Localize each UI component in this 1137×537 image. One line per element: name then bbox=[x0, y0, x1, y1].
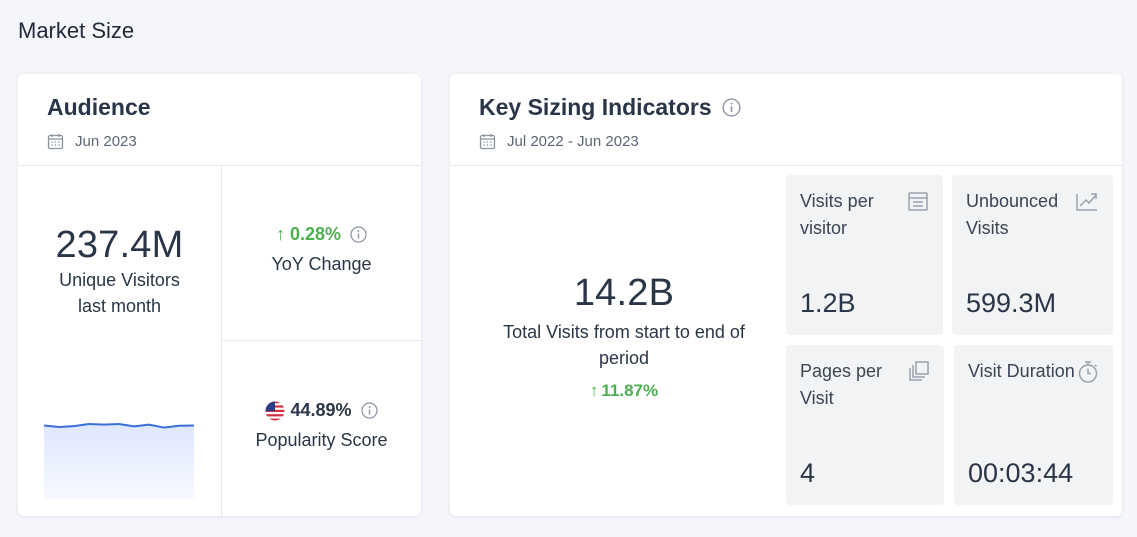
calendar-icon bbox=[47, 134, 64, 150]
key-sizing-indicators-card: Key Sizing Indicators Jul 2022 - Jun 202… bbox=[450, 74, 1122, 516]
popularity-score-value: 44.89% bbox=[290, 400, 352, 420]
pages-per-visit-tile: Pages per Visit 4 bbox=[786, 345, 944, 505]
ksi-date: Jul 2022 - Jun 2023 bbox=[507, 133, 639, 150]
up-arrow-icon: ↑ bbox=[589, 381, 599, 400]
audience-date-row: Jun 2023 bbox=[47, 133, 151, 150]
ksi-date-row: Jul 2022 - Jun 2023 bbox=[479, 133, 741, 150]
sparkline-line bbox=[44, 422, 194, 429]
calendar-icon bbox=[908, 192, 928, 211]
stopwatch-icon bbox=[1078, 361, 1098, 383]
info-icon[interactable] bbox=[722, 98, 741, 117]
visit-duration-tile: Visit Duration 00:03:44 bbox=[954, 345, 1113, 505]
tile-value: 1.2B bbox=[800, 288, 856, 318]
total-visits-label: Total Visits from start to end of period bbox=[503, 322, 745, 368]
tile-label: Unbounced Visits bbox=[966, 191, 1059, 238]
yoy-change-value: 0.28% bbox=[289, 224, 342, 244]
yoy-change-label: YoY Change bbox=[271, 254, 372, 274]
up-arrow-icon: ↑ bbox=[275, 224, 285, 244]
unique-visitors-label-line1: Unique Visitors bbox=[59, 270, 180, 290]
unique-visitors-label-line2: last month bbox=[77, 296, 162, 316]
audience-vertical-divider bbox=[221, 166, 222, 516]
audience-date: Jun 2023 bbox=[75, 133, 137, 150]
total-visits-change: 11.87% bbox=[601, 381, 659, 400]
popularity-score-label: Popularity Score bbox=[255, 430, 388, 450]
audience-title: Audience bbox=[47, 94, 151, 120]
tile-label: Pages per Visit bbox=[800, 361, 883, 408]
unbounced-visits-tile: Unbounced Visits 599.3M bbox=[952, 175, 1113, 335]
ksi-header: Key Sizing Indicators Jul 2022 - Jun 202… bbox=[479, 94, 741, 150]
tile-value: 00:03:44 bbox=[968, 458, 1074, 488]
page-title: Market Size bbox=[18, 18, 135, 43]
ksi-divider bbox=[450, 165, 1122, 166]
info-icon[interactable] bbox=[360, 402, 378, 419]
audience-divider bbox=[18, 165, 421, 166]
total-visits-metric: 14.2B Total Visits from start to end of … bbox=[476, 272, 772, 401]
trend-arrow-icon bbox=[1076, 193, 1097, 211]
sparkline-area bbox=[44, 424, 194, 499]
audience-header: Audience Jun 2023 bbox=[47, 94, 151, 150]
yoy-change-metric: ↑ 0.28% YoY Change bbox=[222, 224, 421, 277]
visitors-sparkline bbox=[44, 422, 194, 499]
tile-value: 599.3M bbox=[966, 288, 1057, 318]
popularity-score-metric: 44.89% Popularity Score bbox=[222, 400, 421, 453]
tile-value: 4 bbox=[800, 458, 816, 488]
tile-label: Visit Duration bbox=[968, 361, 1075, 381]
unique-visitors-value: 237.4M bbox=[55, 224, 184, 266]
audience-card: Audience Jun 2023 237.4M Unique Visitors… bbox=[18, 74, 421, 516]
calendar-icon bbox=[479, 134, 496, 150]
total-visits-value: 14.2B bbox=[573, 272, 675, 314]
us-flag-icon bbox=[265, 401, 285, 420]
pages-icon bbox=[909, 361, 929, 381]
ksi-title: Key Sizing Indicators bbox=[479, 94, 712, 120]
unique-visitors-metric: 237.4M Unique Visitors last month bbox=[18, 224, 221, 319]
tile-label: Visits per visitor bbox=[800, 191, 874, 238]
visits-per-visitor-tile: Visits per visitor 1.2B bbox=[786, 175, 943, 335]
audience-horizontal-divider bbox=[222, 340, 421, 341]
info-icon[interactable] bbox=[350, 226, 367, 243]
